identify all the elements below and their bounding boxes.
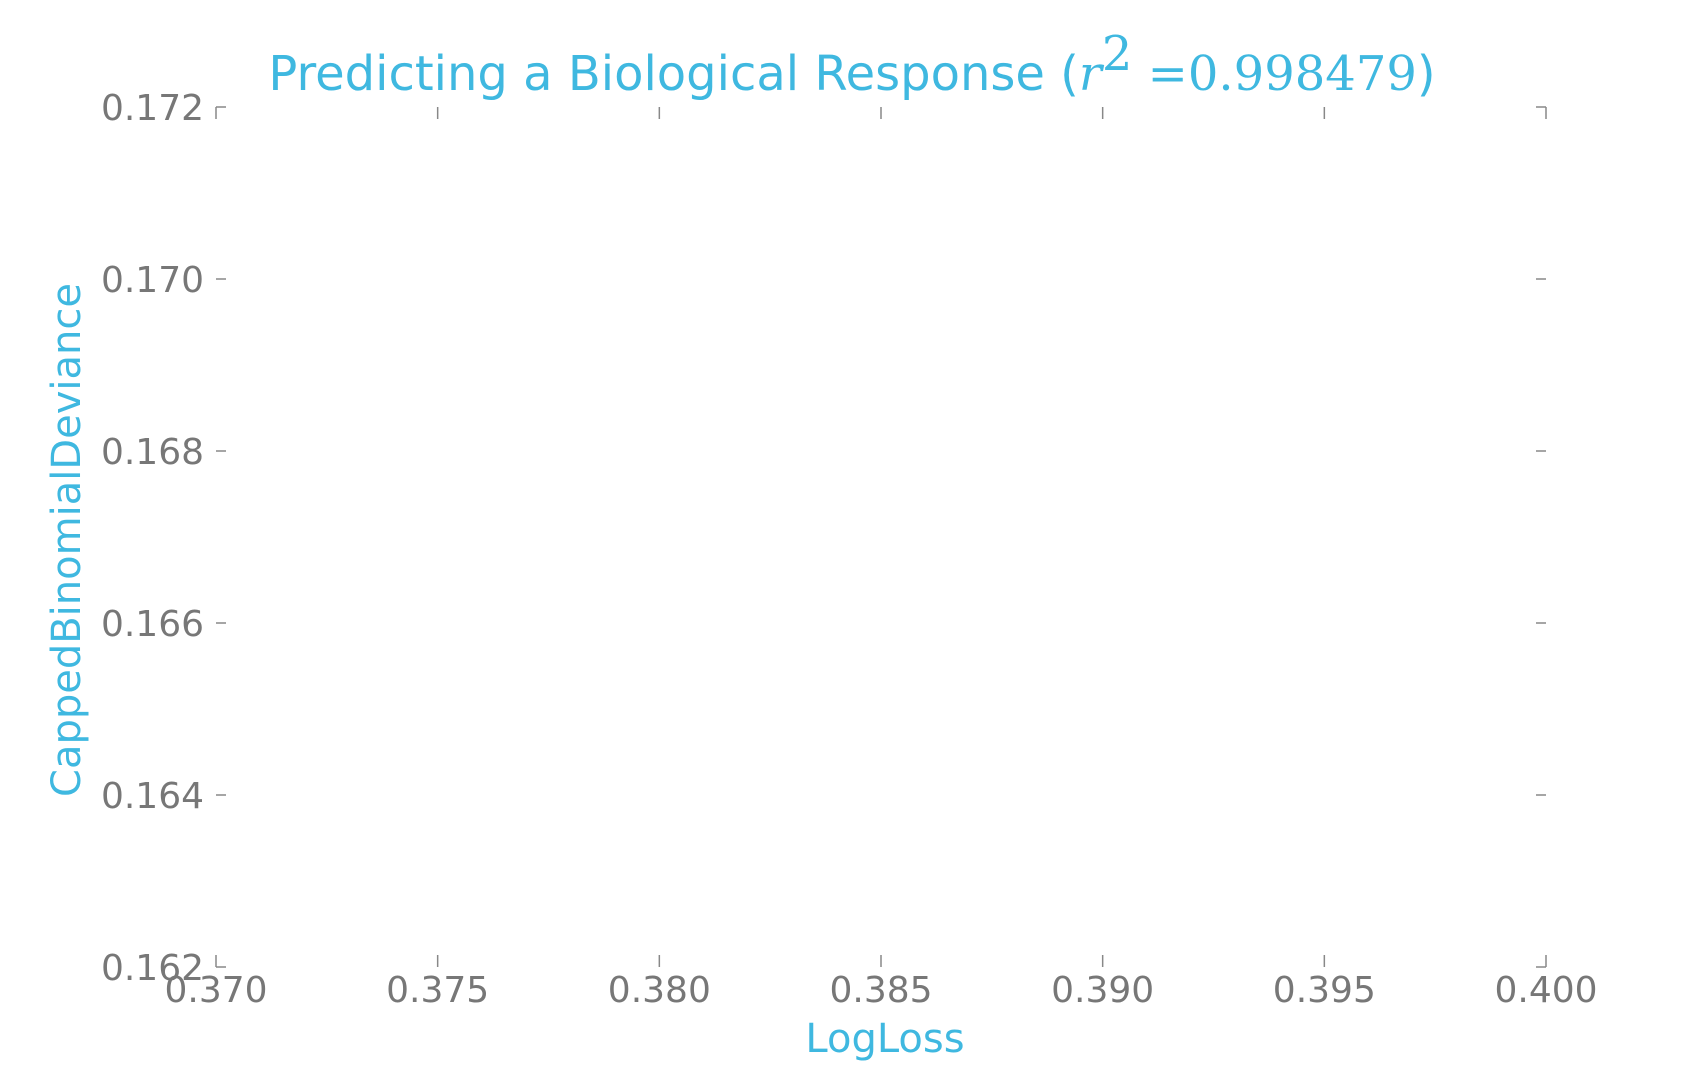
y-tick-label-5: 0.172 <box>101 88 204 129</box>
chart-title: Predicting a Biological Response (r2 =0.… <box>268 26 1435 102</box>
y-tick-label-1: 0.164 <box>101 776 204 817</box>
x-tick-label-5: 0.395 <box>1273 970 1376 1011</box>
y-tick-label-3: 0.168 <box>101 432 204 473</box>
chart-title-exponent: 2 <box>1102 26 1133 82</box>
x-tick-label-4: 0.390 <box>1051 970 1154 1011</box>
x-tick-label-3: 0.385 <box>829 970 932 1011</box>
x-tick-label-6: 0.400 <box>1494 970 1597 1011</box>
x-axis-ticks: 0.370 0.375 0.380 0.385 0.390 0.395 0.400 <box>164 107 1598 1011</box>
x-tick-label-0: 0.370 <box>164 970 267 1011</box>
x-axis-label: LogLoss <box>805 1016 964 1062</box>
chart-title-value: =0.998479 <box>1132 46 1417 102</box>
chart-title-suffix: ) <box>1417 46 1436 102</box>
y-tick-label-0: 0.162 <box>101 948 204 989</box>
x-tick-label-2: 0.380 <box>608 970 711 1011</box>
y-axis-ticks: 0.162 0.164 0.166 0.168 0.170 0.172 <box>101 88 1546 989</box>
y-tick-label-2: 0.166 <box>101 604 204 645</box>
y-tick-label-4: 0.170 <box>101 260 204 301</box>
x-tick-label-1: 0.375 <box>386 970 489 1011</box>
y-axis-label: CappedBinomialDeviance <box>44 283 90 797</box>
chart-title-variable: r <box>1079 46 1105 102</box>
chart-title-prefix: Predicting a Biological Response ( <box>268 46 1079 102</box>
